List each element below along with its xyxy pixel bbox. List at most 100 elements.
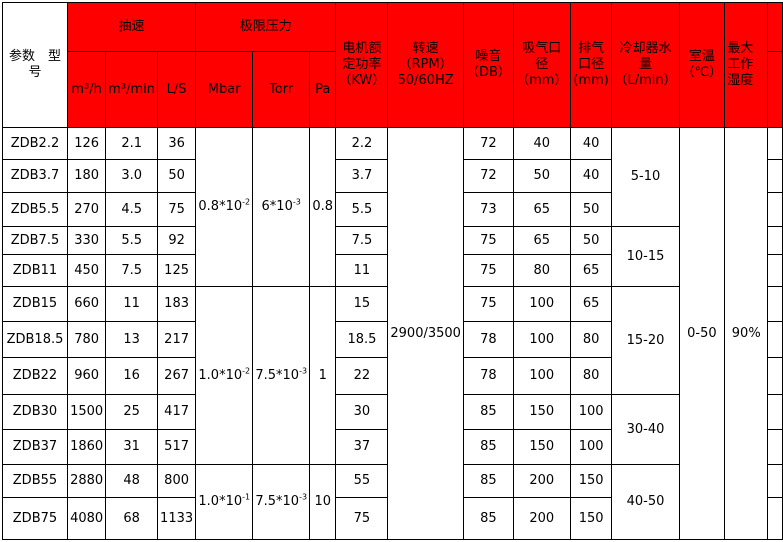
power-cell: 30 <box>335 394 389 430</box>
m3h-cell: 4080 <box>66 497 107 540</box>
temp-cell: 0-50 <box>678 127 726 540</box>
power-cell: 22 <box>335 357 389 395</box>
inlet-cell: 150 <box>512 394 571 430</box>
outlet-cell: 80 <box>569 357 613 395</box>
m3min-cell: 48 <box>105 464 159 498</box>
power-cell: 7.5 <box>335 226 389 255</box>
outlet-cell: 150 <box>569 464 613 498</box>
noise-cell: 75 <box>462 254 514 287</box>
power-cell: 75 <box>335 497 389 540</box>
model-cell: ZDB37 <box>2 429 68 465</box>
header-outlet: 排气口径(mm) <box>569 2 613 128</box>
header-pressure: 极限压力 <box>195 2 337 52</box>
ls-cell: 1133 <box>157 497 197 540</box>
ls-cell: 800 <box>157 464 197 498</box>
extra-cell <box>767 226 783 255</box>
mbar-cell: 1.0*10-2 <box>195 286 254 465</box>
inlet-cell: 80 <box>512 254 571 287</box>
mbar-cell: 0.8*10-2 <box>195 127 254 287</box>
cooler-cell: 5-10 <box>611 127 680 227</box>
ls-cell: 75 <box>157 192 197 227</box>
ls-cell: 267 <box>157 357 197 395</box>
table-row: ZDB22 960 16 267 22 78 100 80 <box>2 357 783 395</box>
inlet-cell: 100 <box>512 321 571 358</box>
table-row: ZDB5.5 270 4.5 75 5.5 73 65 50 <box>2 192 783 227</box>
power-cell: 2.2 <box>335 127 389 160</box>
noise-cell: 85 <box>462 497 514 540</box>
power-cell: 11 <box>335 254 389 287</box>
unit-mbar: Mbar <box>195 51 254 128</box>
m3h-cell: 1860 <box>66 429 107 465</box>
m3min-cell: 31 <box>105 429 159 465</box>
torr-cell: 6*10-3 <box>252 127 311 287</box>
ls-cell: 517 <box>157 429 197 465</box>
header-extra-sub <box>767 51 783 128</box>
inlet-cell: 100 <box>512 286 571 322</box>
cooler-cell: 15-20 <box>611 286 680 395</box>
noise-cell: 85 <box>462 464 514 498</box>
table-row: ZDB30 1500 25 417 30 85 150 100 30-40 <box>2 394 783 465</box>
inlet-cell: 65 <box>512 192 571 227</box>
m3h-cell: 660 <box>66 286 107 322</box>
model-cell: ZDB7.5 <box>2 226 68 255</box>
header-inlet: 吸气口径（mm） <box>512 2 571 128</box>
cooler-cell: 30-40 <box>611 394 680 465</box>
pa-cell: 10 <box>309 464 337 540</box>
outlet-cell: 65 <box>569 286 613 322</box>
outlet-cell: 150 <box>569 497 613 540</box>
pa-cell: 1 <box>309 286 337 465</box>
m3min-cell: 2.1 <box>105 127 159 160</box>
power-cell: 15 <box>335 286 389 322</box>
header-power: 电机额定功率（KW） <box>335 2 389 128</box>
m3h-cell: 2880 <box>66 464 107 498</box>
m3min-cell: 11 <box>105 286 159 322</box>
table-row: ZDB2.2 126 2.1 36 0.8*10-2 6*10-3 0.8 2.2 2900/3… <box>2 127 783 540</box>
m3min-cell: 68 <box>105 497 159 540</box>
noise-cell: 75 <box>462 286 514 322</box>
extra-cell <box>767 394 783 430</box>
extra-cell <box>767 159 783 193</box>
noise-cell: 78 <box>462 321 514 358</box>
inlet-cell: 50 <box>512 159 571 193</box>
header-noise: 噪音（DB） <box>462 2 514 128</box>
m3h-cell: 450 <box>66 254 107 287</box>
m3h-cell: 330 <box>66 226 107 255</box>
unit-ls: L/S <box>157 51 197 128</box>
ls-cell: 183 <box>157 286 197 322</box>
outlet-cell: 40 <box>569 127 613 160</box>
model-cell: ZDB22 <box>2 357 68 395</box>
unit-m3h: m³/h <box>66 51 107 128</box>
mbar-cell: 1.0*10-1 <box>195 464 254 540</box>
m3h-cell: 270 <box>66 192 107 227</box>
noise-cell: 85 <box>462 429 514 465</box>
extra-cell <box>767 286 783 322</box>
unit-m3min: m³/min <box>105 51 159 128</box>
noise-cell: 75 <box>462 226 514 255</box>
m3min-cell: 7.5 <box>105 254 159 287</box>
humidity-cell: 90% <box>724 127 769 540</box>
outlet-cell: 65 <box>569 254 613 287</box>
power-cell: 3.7 <box>335 159 389 193</box>
pa-cell: 0.8 <box>309 127 337 287</box>
noise-cell: 72 <box>462 127 514 160</box>
table-row: ZDB7.5 330 5.5 92 7.5 75 65 50 10-15 <box>2 226 783 287</box>
power-cell: 18.5 <box>335 321 389 358</box>
model-cell: ZDB30 <box>2 394 68 430</box>
table-row: ZDB75 4080 68 1133 75 85 200 150 <box>2 497 783 540</box>
outlet-cell: 40 <box>569 159 613 193</box>
model-cell: ZDB15 <box>2 286 68 322</box>
table-body: ZDB2.2 126 2.1 36 0.8*10-2 6*10-3 0.8 2.2 2900/3… <box>2 127 783 540</box>
inlet-cell: 40 <box>512 127 571 160</box>
extra-cell <box>767 464 783 498</box>
header-speed: 抽速 <box>66 2 197 52</box>
header-model: 参数 型号 <box>2 2 68 128</box>
table-row: ZDB55 2880 48 800 1.0*10-1 7.5*10-3 10 55 85 200 1… <box>2 464 783 540</box>
m3h-cell: 126 <box>66 127 107 160</box>
m3h-cell: 180 <box>66 159 107 193</box>
outlet-cell: 50 <box>569 226 613 255</box>
unit-pa: Pa <box>309 51 337 128</box>
extra-cell <box>767 127 783 160</box>
noise-cell: 85 <box>462 394 514 430</box>
inlet-cell: 65 <box>512 226 571 255</box>
